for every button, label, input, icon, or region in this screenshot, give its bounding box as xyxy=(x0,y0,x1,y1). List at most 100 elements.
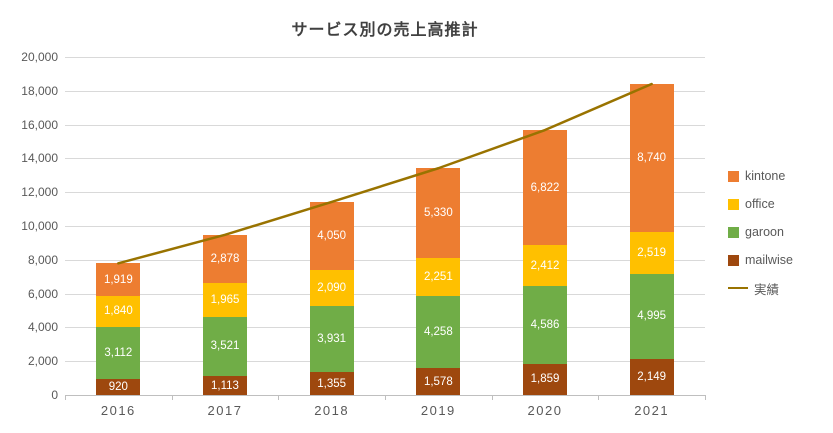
data-label: 1,859 xyxy=(530,373,560,386)
legend-item-kintone[interactable]: kintone xyxy=(728,166,793,186)
gridline xyxy=(65,259,705,261)
gridline xyxy=(65,158,705,160)
bar-segment-mailwise[interactable]: 1,113 xyxy=(203,376,247,395)
data-label: 4,258 xyxy=(423,326,453,339)
bar-segment-mailwise[interactable]: 1,859 xyxy=(523,363,567,395)
bar-segment-mailwise[interactable]: 920 xyxy=(96,379,141,395)
bar-segment-garoon[interactable]: 4,258 xyxy=(416,296,461,369)
x-axis-tick-label: 2019 xyxy=(420,403,456,418)
data-label: 2,412 xyxy=(530,259,560,272)
gridline xyxy=(65,124,705,126)
bar-segment-garoon[interactable]: 4,586 xyxy=(523,286,567,364)
bar-segment-kintone[interactable]: 8,740 xyxy=(629,84,674,232)
bar-2016: 920 3,112 1,840 1,919 xyxy=(96,57,141,395)
data-label: 8,740 xyxy=(637,151,667,164)
x-axis-tick xyxy=(278,395,280,400)
x-axis-tick-label: 2017 xyxy=(207,403,243,418)
y-axis-tick-label: 8,000 xyxy=(27,252,58,267)
bar-segment-kintone[interactable]: 1,919 xyxy=(96,263,141,296)
legend-label: 実績 xyxy=(754,282,780,297)
x-axis-tick-label: 2021 xyxy=(634,403,670,418)
legend-color-swatch xyxy=(728,226,739,238)
bar-2017: 1,113 3,521 1,965 2,878 xyxy=(203,57,247,395)
data-label: 2,878 xyxy=(210,253,240,266)
bar-segment-garoon[interactable]: 3,931 xyxy=(309,305,354,373)
legend-label: mailwise xyxy=(745,253,793,267)
bar-segment-garoon[interactable]: 3,521 xyxy=(203,316,247,377)
legend-item-mailwise[interactable]: mailwise xyxy=(728,250,793,270)
bar-2018: 1,355 3,931 2,090 4,050 xyxy=(309,57,354,395)
y-axis-tick-label: 2,000 xyxy=(27,354,58,369)
data-label: 3,931 xyxy=(317,332,347,345)
bar-segment-kintone[interactable]: 5,330 xyxy=(416,168,461,259)
gridline xyxy=(65,192,705,194)
y-axis-tick-label: 0 xyxy=(51,388,58,402)
bar-segment-office[interactable]: 1,965 xyxy=(203,283,247,317)
legend-item-garoon[interactable]: garoon xyxy=(728,222,793,242)
legend-label: garoon xyxy=(745,225,784,239)
bar-segment-office[interactable]: 2,090 xyxy=(309,270,354,306)
data-label: 2,090 xyxy=(317,282,347,295)
data-label: 2,519 xyxy=(637,247,667,259)
bar-2020: 1,859 4,586 2,412 6,822 xyxy=(523,57,567,395)
chart-title: サービス別の売上高推計 xyxy=(291,22,479,39)
y-axis-tick-label: 10,000 xyxy=(21,219,58,233)
gridline xyxy=(65,361,705,363)
legend-color-swatch xyxy=(728,254,739,266)
bar-segment-mailwise[interactable]: 1,355 xyxy=(309,372,354,395)
data-label: 1,965 xyxy=(210,294,240,307)
bar-segment-kintone[interactable]: 4,050 xyxy=(309,201,354,271)
x-axis-tick-label: 2018 xyxy=(314,403,350,418)
data-label: 1,919 xyxy=(103,273,133,286)
y-axis-tick-label: 18,000 xyxy=(21,83,58,98)
bar-segment-office[interactable]: 2,251 xyxy=(416,258,461,297)
bar-segment-mailwise[interactable]: 1,578 xyxy=(416,368,461,395)
data-label: 6,822 xyxy=(530,181,560,194)
bar-2021: 2,149 4,995 2,519 8,740 xyxy=(629,57,674,395)
data-label: 4,050 xyxy=(317,230,347,243)
legend-label: kintone xyxy=(745,169,786,183)
bar-segment-office[interactable]: 2,519 xyxy=(629,231,674,275)
legend-line-swatch xyxy=(728,286,748,290)
bar-segment-garoon[interactable]: 4,995 xyxy=(629,274,674,359)
data-label: 1,840 xyxy=(103,305,133,318)
gridline xyxy=(65,327,705,329)
bar-segment-mailwise[interactable]: 2,149 xyxy=(629,358,674,395)
legend-label: office xyxy=(745,197,775,211)
y-axis-tick-label: 6,000 xyxy=(27,286,58,301)
data-label: 3,521 xyxy=(210,340,240,353)
data-label: 2,149 xyxy=(637,370,667,383)
data-label: 1,355 xyxy=(317,377,347,390)
gridline xyxy=(65,90,705,92)
y-axis-tick-label: 16,000 xyxy=(21,117,58,132)
data-label: 1,578 xyxy=(423,375,453,388)
bar-segment-kintone[interactable]: 6,822 xyxy=(523,130,567,246)
bar-segment-office[interactable]: 2,412 xyxy=(523,245,567,287)
bar-segment-office[interactable]: 1,840 xyxy=(96,295,141,327)
data-label: 3,112 xyxy=(104,347,133,360)
legend-color-swatch xyxy=(728,170,739,182)
bar-segment-kintone[interactable]: 2,878 xyxy=(203,234,247,284)
data-label: 1,113 xyxy=(211,379,239,392)
x-axis-tick xyxy=(65,395,66,400)
data-label: 4,586 xyxy=(530,318,560,331)
x-axis-tick xyxy=(491,395,493,400)
legend: kintone office garoon mailwise 実績 xyxy=(728,166,793,306)
gridline xyxy=(65,293,705,295)
x-axis-tick xyxy=(385,395,386,400)
bar-segment-garoon[interactable]: 3,112 xyxy=(96,326,141,380)
data-label: 920 xyxy=(108,381,128,394)
legend-item-実績[interactable]: 実績 xyxy=(728,278,793,298)
y-axis-tick-label: 14,000 xyxy=(21,151,58,166)
x-axis-tick-label: 2016 xyxy=(100,403,136,418)
gridline xyxy=(65,57,705,58)
legend-item-office[interactable]: office xyxy=(728,194,793,214)
y-axis-tick-label: 12,000 xyxy=(21,185,58,200)
plot-area: 920 3,112 1,840 1,919 1,113 3,521 1,965 2,878 1,… xyxy=(65,57,706,400)
data-label: 5,330 xyxy=(423,207,453,220)
legend-color-swatch xyxy=(728,198,739,210)
gridline xyxy=(65,226,705,227)
x-axis-tick xyxy=(705,395,706,400)
y-axis-tick-label: 4,000 xyxy=(27,320,58,335)
